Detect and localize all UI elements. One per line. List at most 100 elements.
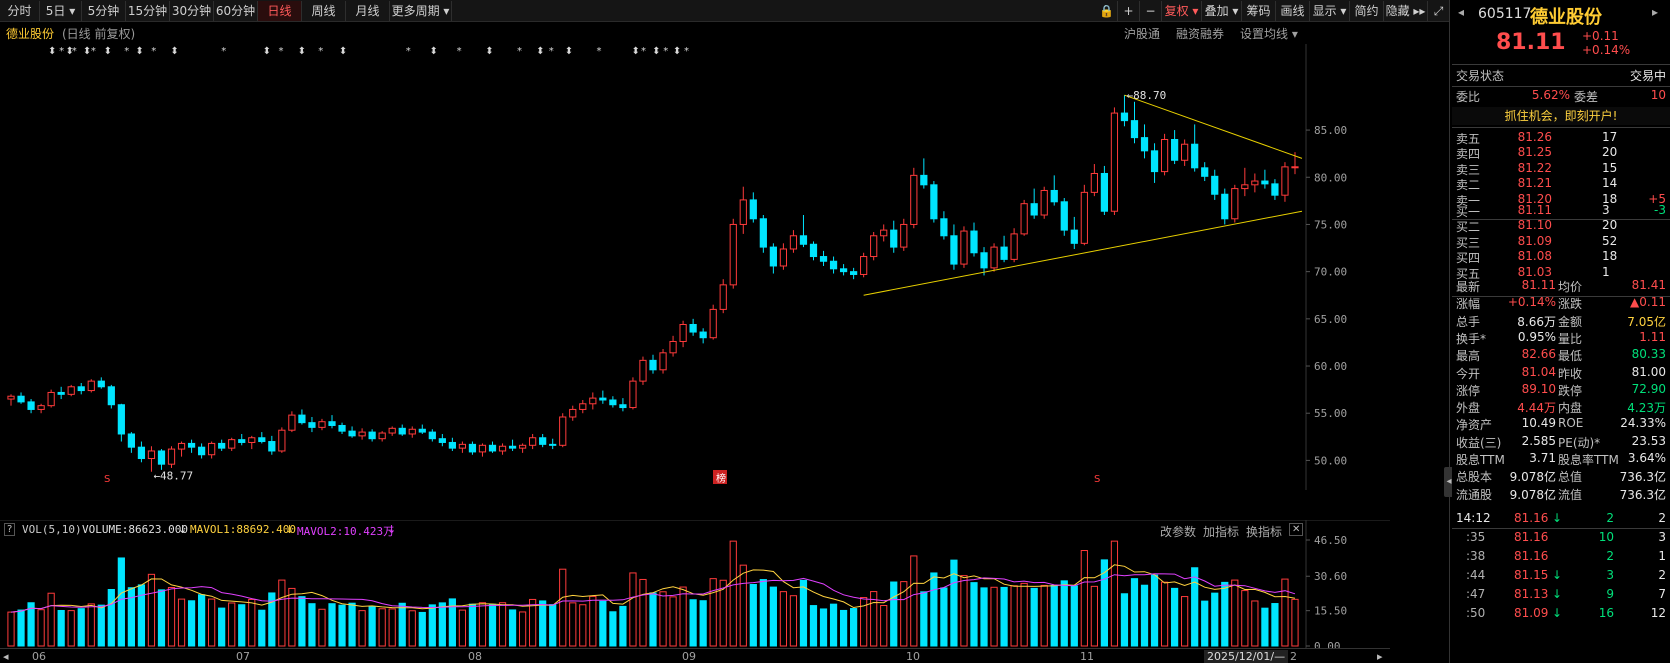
change-params-button[interactable]: 改参数 (1160, 525, 1197, 539)
tick-volume: 3 (1606, 568, 1614, 582)
candlestick-chart[interactable]: 85.00 80.00 75.00 70.00 65.00 60.00 55.00 50.00… (0, 44, 1390, 490)
volume-bar (7, 611, 15, 647)
zoom-out-icon[interactable]: − (1140, 1, 1162, 21)
volume-bar (187, 600, 196, 647)
hk-connect-link[interactable]: 沪股通 (1124, 27, 1161, 41)
prev-stock-icon[interactable]: ◂ (1458, 5, 1465, 19)
candle (940, 211, 948, 240)
stat-label: 总股本 (1456, 470, 1493, 485)
period-tab-8[interactable]: 月线 (346, 1, 390, 21)
level-volume: 1 (1602, 264, 1610, 279)
period-tab-2[interactable]: 5分钟 (82, 1, 126, 21)
simple-button[interactable]: 简约 (1350, 1, 1384, 21)
draw-button[interactable]: 画线 (1276, 1, 1310, 21)
volume-bar (970, 582, 978, 647)
volume-bar (619, 605, 627, 647)
chips-button[interactable]: 筹码 (1242, 1, 1276, 21)
volume-bar (679, 586, 687, 647)
volume-chart[interactable]: 46.50 30.60 15.50 0.00 (0, 520, 1390, 648)
hide-button[interactable]: 隐藏 ▸▸ (1384, 1, 1428, 21)
stat-value: 4.23万 (1627, 401, 1666, 416)
lock-icon[interactable]: 🔒 (1096, 1, 1118, 21)
help-icon[interactable]: ? (4, 523, 16, 536)
event-marker: ⬍ (565, 46, 573, 57)
tick-price: 81.13 (1514, 587, 1549, 601)
candle (719, 279, 727, 314)
candle (629, 377, 637, 410)
level-label: 卖二 (1456, 178, 1481, 193)
period-tab-6[interactable]: 日线 (258, 1, 302, 21)
bid-row-4[interactable]: 买四 81.08 18 (1452, 249, 1670, 267)
tick-price: 81.16 (1514, 530, 1549, 544)
bid-row-5[interactable]: 买五 81.03 1 (1452, 265, 1670, 283)
period-tab-9[interactable]: 更多周期 ▾ (390, 1, 452, 21)
add-indicator-button[interactable]: 加指标 (1203, 525, 1240, 539)
tick-time: 14:12 (1456, 511, 1491, 525)
adjust-button[interactable]: 复权 ▾ (1162, 1, 1202, 21)
next-stock-icon[interactable]: ▸ (1652, 5, 1659, 19)
overlay-button[interactable]: 叠加 ▾ (1202, 1, 1242, 21)
period-tab-1[interactable]: 5日 ▾ (40, 1, 82, 21)
display-button[interactable]: 显示 ▾ (1310, 1, 1350, 21)
bid-row-3[interactable]: 买三 81.09 52 (1452, 234, 1670, 252)
scroll-left-icon[interactable]: ◂ (3, 650, 9, 663)
volume-bar (117, 557, 125, 647)
volume-bar (298, 596, 306, 647)
expand-icon[interactable]: ⤢ (1428, 1, 1450, 21)
volume-bar (97, 604, 105, 647)
stat-label: 外盘 (1456, 401, 1481, 416)
candle (860, 252, 868, 278)
volume-bar (57, 609, 65, 647)
candle (67, 384, 75, 397)
ask-row-1[interactable]: 卖五 81.26 17 (1452, 130, 1670, 148)
candle (609, 396, 617, 408)
collapse-panel-icon[interactable]: ◂ (1444, 467, 1454, 497)
open-account-banner[interactable]: 抓住机会，即刻开户! (1452, 107, 1670, 125)
stat-value: 80.33 (1631, 347, 1666, 362)
candle (77, 383, 85, 395)
margin-trading-link[interactable]: 融资融券 (1176, 27, 1225, 41)
ask-row-3[interactable]: 卖三 81.22 15 (1452, 161, 1670, 179)
panel-divider[interactable] (1449, 0, 1450, 663)
volume-bar (17, 609, 25, 647)
weicha-label: 委差 (1574, 90, 1599, 104)
level-label: 卖五 (1456, 132, 1481, 146)
ask-row-4[interactable]: 卖二 81.21 14 (1452, 176, 1670, 194)
event-marker: ⬍ (83, 46, 91, 57)
candle (308, 416, 316, 433)
level-label: 买五 (1456, 266, 1481, 281)
volume-bar (318, 608, 326, 647)
chart-subheader: 德业股份 (日线 前复权) 沪股通 融资融券 设置均线 ▾ (0, 22, 1390, 44)
ask-row-5[interactable]: 卖一 81.20 18 +5 (1452, 192, 1670, 210)
zoom-in-icon[interactable]: + (1118, 1, 1140, 21)
stat-value: 10.49 (1521, 416, 1556, 431)
level-price: 81.08 (1517, 249, 1552, 264)
close-icon[interactable]: ✕ (1289, 523, 1304, 536)
scroll-right-icon[interactable]: ▸ (1377, 650, 1383, 663)
period-tab-4[interactable]: 30分钟 (170, 1, 214, 21)
period-tab-0[interactable]: 分时 (0, 1, 40, 21)
candle (107, 384, 115, 409)
bid-row-2[interactable]: 买二 81.10 20 (1452, 218, 1670, 236)
volume-bar (228, 602, 236, 647)
candle (920, 158, 928, 189)
candle (1171, 130, 1179, 165)
period-tab-5[interactable]: 60分钟 (214, 1, 258, 21)
set-ma-button[interactable]: 设置均线 ▾ (1240, 27, 1298, 41)
level-price: 81.03 (1517, 264, 1552, 279)
candle (1090, 164, 1098, 197)
stat-label: 量比 (1558, 331, 1583, 346)
bid-row-1[interactable]: 买一 81.11 3 -3 (1452, 203, 1670, 221)
volume-bar (910, 555, 918, 647)
candle (388, 426, 396, 436)
period-tab-3[interactable]: 15分钟 (126, 1, 170, 21)
volume-bar (388, 608, 396, 647)
ask-row-2[interactable]: 卖四 81.25 20 (1452, 145, 1670, 163)
switch-indicator-button[interactable]: 换指标 (1246, 525, 1283, 539)
volume-bar (258, 609, 266, 647)
volume-bar (1010, 585, 1018, 647)
volume-bar (147, 573, 156, 647)
period-tab-7[interactable]: 周线 (302, 1, 346, 21)
s-marker: S (1094, 474, 1100, 485)
resistance-trendline (1124, 94, 1303, 159)
